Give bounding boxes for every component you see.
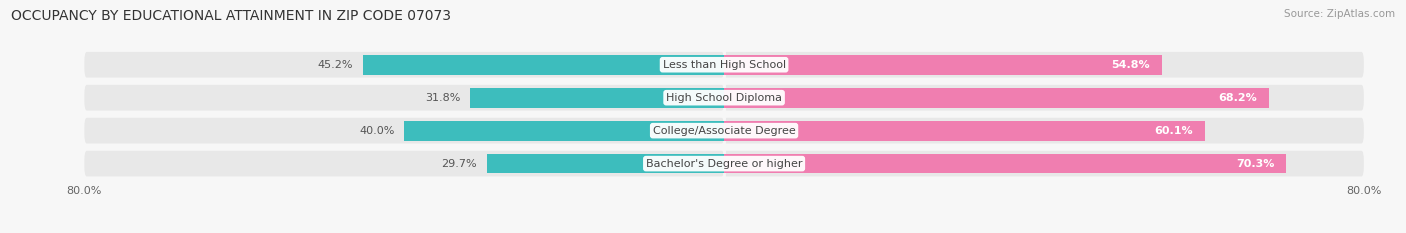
Bar <box>486 154 724 174</box>
Text: 40.0%: 40.0% <box>360 126 395 136</box>
Text: 31.8%: 31.8% <box>425 93 460 103</box>
FancyBboxPatch shape <box>724 151 1364 176</box>
Text: 54.8%: 54.8% <box>1112 60 1150 70</box>
Text: Source: ZipAtlas.com: Source: ZipAtlas.com <box>1284 9 1395 19</box>
Bar <box>724 88 1270 108</box>
Text: College/Associate Degree: College/Associate Degree <box>652 126 796 136</box>
Text: OCCUPANCY BY EDUCATIONAL ATTAINMENT IN ZIP CODE 07073: OCCUPANCY BY EDUCATIONAL ATTAINMENT IN Z… <box>11 9 451 23</box>
Bar <box>724 55 1163 75</box>
Text: Bachelor's Degree or higher: Bachelor's Degree or higher <box>645 159 803 169</box>
Text: 68.2%: 68.2% <box>1219 93 1257 103</box>
FancyBboxPatch shape <box>84 118 724 144</box>
FancyBboxPatch shape <box>84 151 724 176</box>
Bar <box>724 121 1205 140</box>
Text: 45.2%: 45.2% <box>318 60 353 70</box>
FancyBboxPatch shape <box>84 85 724 110</box>
Text: Less than High School: Less than High School <box>662 60 786 70</box>
FancyBboxPatch shape <box>724 85 1364 110</box>
Bar <box>363 55 724 75</box>
Bar <box>470 88 724 108</box>
Text: 60.1%: 60.1% <box>1154 126 1192 136</box>
Text: High School Diploma: High School Diploma <box>666 93 782 103</box>
Legend: Owner-occupied, Renter-occupied: Owner-occupied, Renter-occupied <box>609 231 839 233</box>
FancyBboxPatch shape <box>84 52 724 78</box>
Bar <box>405 121 724 140</box>
Text: 29.7%: 29.7% <box>441 159 477 169</box>
Text: 70.3%: 70.3% <box>1236 159 1274 169</box>
FancyBboxPatch shape <box>724 52 1364 78</box>
Bar <box>724 154 1286 174</box>
FancyBboxPatch shape <box>724 118 1364 144</box>
